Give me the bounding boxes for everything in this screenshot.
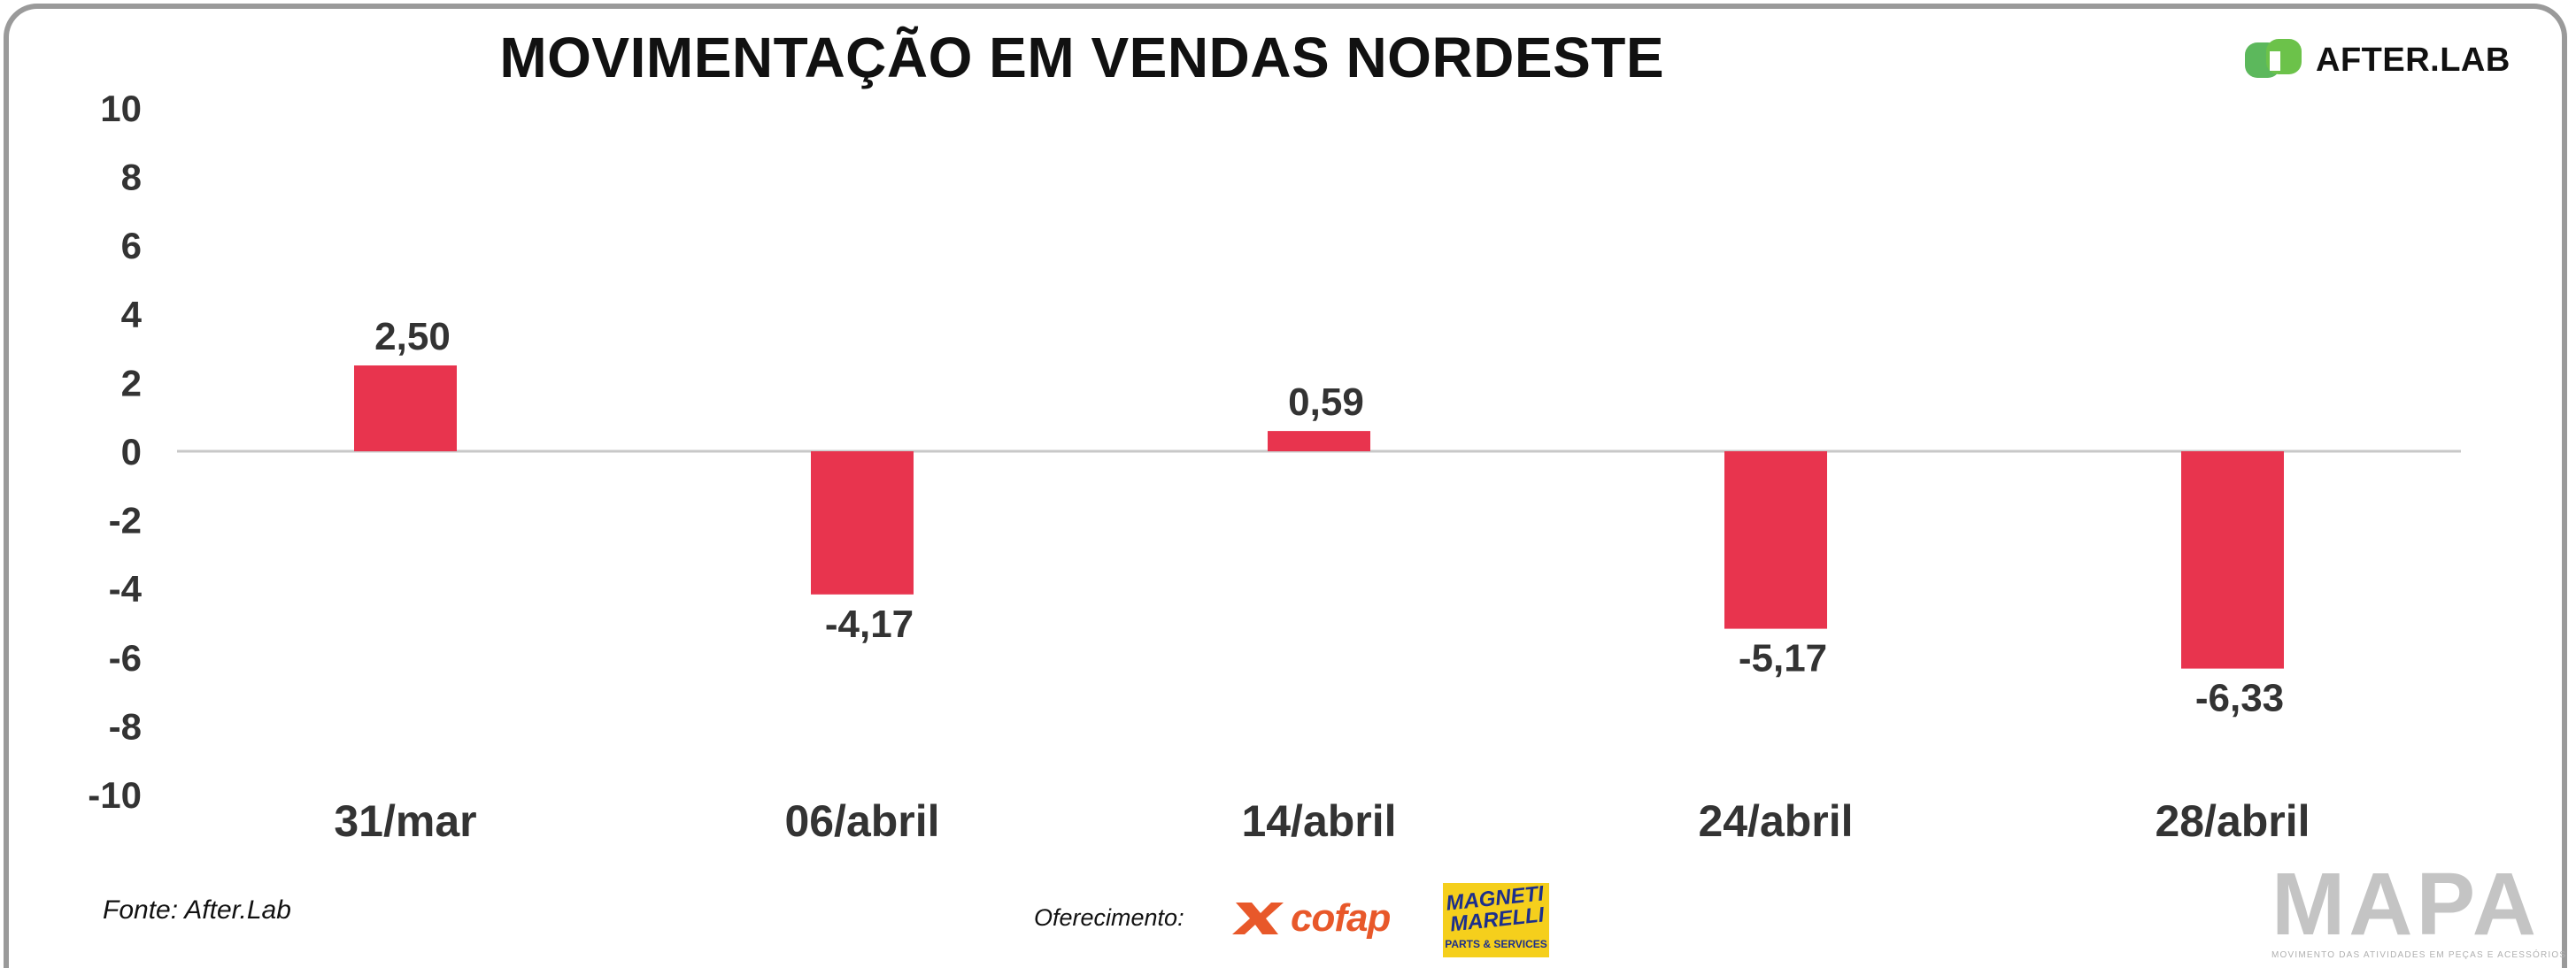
cofap-logo: cofap: [1232, 892, 1391, 945]
afterlab-logo-icon: [2245, 39, 2302, 78]
x-tick-label: 28/abril: [2155, 796, 2310, 846]
mapa-subtitle: MOVIMENTO DAS ATIVIDADES EM PEÇAS E ACES…: [2271, 950, 2567, 960]
bar-2: [1268, 431, 1370, 451]
y-tick-label: 2: [121, 362, 142, 403]
y-tick-label: 6: [121, 225, 142, 266]
magneti-marelli-logo: MAGNETI MARELLI PARTS & SERVICES: [1443, 881, 1549, 957]
x-tick-label: 06/abril: [784, 796, 939, 846]
y-tick-label: 8: [121, 157, 142, 198]
y-tick-label: -2: [109, 500, 142, 542]
x-tick-label: 24/abril: [1698, 796, 1853, 846]
chart-frame: [4, 4, 2567, 968]
cofap-x-icon: [1232, 903, 1284, 934]
data-label: -5,17: [1739, 637, 1827, 680]
y-tick-label: 0: [121, 431, 142, 472]
data-label: -6,33: [2195, 677, 2284, 720]
mapa-title: MAPA: [2271, 855, 2541, 954]
offer-label: Oferecimento:: [1034, 904, 1184, 931]
magneti-marelli-tagline: PARTS & SERVICES: [1445, 938, 1547, 950]
mapa-logo: MAPA MOVIMENTO DAS ATIVIDADES EM PEÇAS E…: [2271, 855, 2567, 960]
y-tick-label: -4: [109, 568, 143, 610]
bar-4: [2181, 451, 2284, 669]
data-label: 2,50: [374, 315, 451, 358]
magneti-marelli-name: MAGNETI MARELLI: [1445, 881, 1546, 937]
bar-1: [811, 451, 914, 595]
y-tick-label: 10: [100, 88, 142, 129]
y-tick-label: -8: [109, 705, 142, 747]
y-tick-label: -6: [109, 637, 142, 679]
cofap-name: cofap: [1291, 896, 1391, 940]
y-tick-label: 4: [121, 294, 143, 335]
x-tick-label: 31/mar: [334, 796, 476, 846]
x-tick-label: 14/abril: [1241, 796, 1396, 846]
brand-logo: AFTER.LAB: [2243, 35, 2510, 85]
y-tick-label: -10: [88, 774, 142, 816]
bar-0: [354, 365, 457, 451]
bar-3: [1724, 451, 1827, 629]
brand-name: AFTER.LAB: [2316, 41, 2510, 79]
data-label: 0,59: [1288, 380, 1364, 424]
data-label: -4,17: [825, 603, 914, 646]
chart-title: MOVIMENTAÇÃO EM VENDAS NORDESTE: [499, 26, 1665, 89]
source-note: Fonte: After.Lab: [103, 895, 291, 925]
